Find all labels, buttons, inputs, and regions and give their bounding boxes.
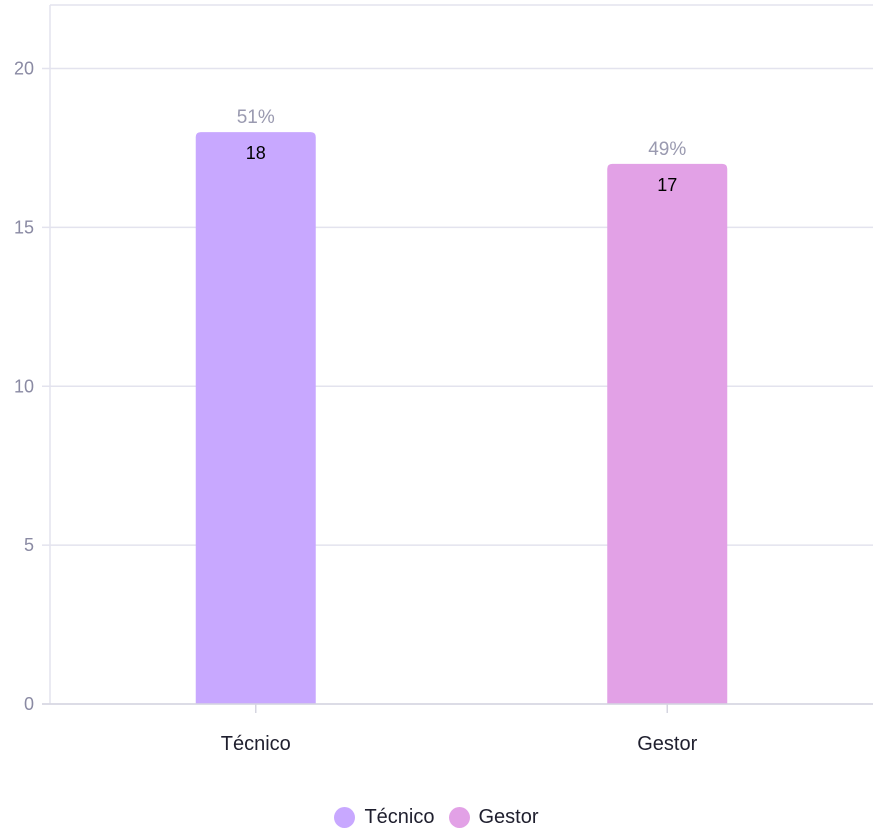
bar-percent-label: 51% xyxy=(237,107,275,128)
legend-label: Técnico xyxy=(364,805,435,828)
bar-value-label: 17 xyxy=(657,175,677,195)
bar-value-label: 18 xyxy=(246,143,266,163)
y-tick-label: 15 xyxy=(14,217,34,237)
x-tick-label: Técnico xyxy=(221,733,291,755)
bar-percent-label: 49% xyxy=(648,139,686,160)
y-tick-label: 20 xyxy=(14,59,34,79)
legend-item-gestor[interactable]: Gestor xyxy=(448,805,539,829)
bar-chart: 0 5 10 15 20 18 51% Técnico 17 49% Gestor xyxy=(14,4,873,755)
y-tick-label: 0 xyxy=(24,694,34,714)
legend-item-tecnico[interactable]: Técnico xyxy=(334,805,435,829)
legend-swatch-tecnico xyxy=(334,806,356,828)
bar-tcnico xyxy=(195,132,316,704)
y-tick-label: 5 xyxy=(24,535,34,555)
bar-gestor xyxy=(607,163,728,704)
legend: Técnico Gestor xyxy=(0,802,873,832)
y-tick-label: 10 xyxy=(14,376,34,396)
legend-label: Gestor xyxy=(478,805,539,828)
legend-swatch-gestor xyxy=(448,806,470,828)
x-tick-label: Gestor xyxy=(637,733,697,755)
